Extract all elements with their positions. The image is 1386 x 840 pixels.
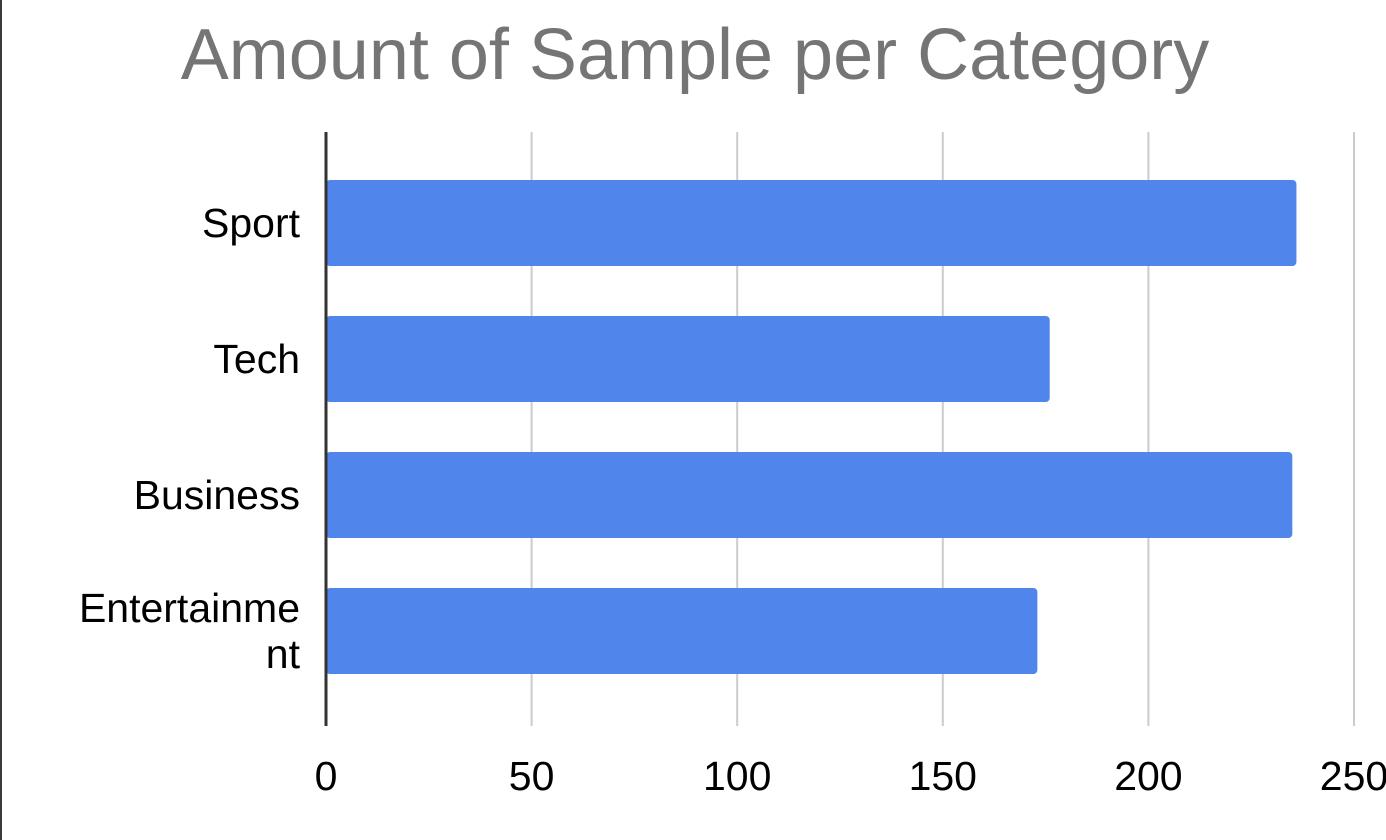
x-tick-label: 250 [1320, 753, 1386, 799]
bar-business [326, 452, 1293, 538]
bars [326, 180, 1297, 674]
x-tick-label: 100 [703, 753, 771, 799]
x-tick-label: 0 [315, 753, 338, 799]
category-label: Sport [202, 200, 301, 246]
x-tick-label: 200 [1114, 753, 1182, 799]
category-label: Tech [213, 336, 300, 382]
x-tick-label: 150 [909, 753, 977, 799]
bar-entertainment [326, 588, 1038, 674]
bar-sport [326, 180, 1297, 266]
category-label: Entertainme nt [79, 585, 301, 677]
labels: 0 50 100 150 200 250 Sport Tech Business Entertai… [79, 200, 1386, 799]
category-label: Business [134, 472, 300, 518]
bar-tech [326, 316, 1050, 402]
chart-title: Amount of Sample per Category [180, 15, 1210, 95]
x-tick-label: 50 [509, 753, 555, 799]
